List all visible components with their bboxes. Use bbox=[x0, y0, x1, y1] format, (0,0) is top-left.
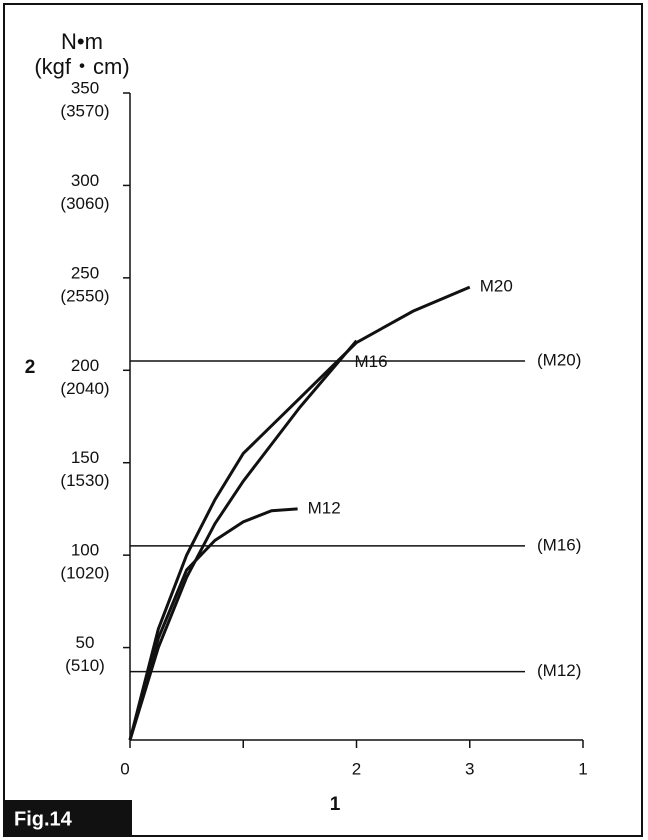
frame bbox=[3, 3, 643, 837]
y-tick-sublabel: (3060) bbox=[60, 194, 109, 213]
series-label: M12 bbox=[308, 498, 341, 517]
figure-label-box bbox=[4, 800, 132, 836]
y-marker: 2 bbox=[25, 357, 36, 378]
y-tick-sublabel: (2550) bbox=[60, 286, 109, 305]
curve bbox=[128, 339, 358, 741]
y-label-sub: (kgf・cm) bbox=[34, 54, 129, 79]
y-tick-label: 350 bbox=[71, 78, 99, 97]
curve bbox=[128, 285, 471, 741]
x-tick-label: 3 bbox=[465, 759, 474, 778]
y-tick-label: 300 bbox=[71, 171, 99, 190]
limit-label: (M16) bbox=[537, 535, 581, 554]
figure-label: Fig.14 bbox=[14, 808, 73, 830]
y-label: N•m bbox=[61, 29, 103, 54]
y-tick-sublabel: (510) bbox=[65, 656, 105, 675]
x-tick-label: 1 bbox=[578, 759, 587, 778]
y-tick-label: 150 bbox=[71, 448, 99, 467]
y-tick-label: 250 bbox=[71, 263, 99, 282]
y-tick-sublabel: (1020) bbox=[60, 564, 109, 583]
curve bbox=[128, 507, 298, 741]
x-label: 1 bbox=[330, 794, 341, 815]
series-label: M16 bbox=[355, 352, 388, 371]
y-tick-label: 200 bbox=[71, 356, 99, 375]
y-tick-sublabel: (2040) bbox=[60, 379, 109, 398]
y-tick-label: 50 bbox=[76, 633, 95, 652]
x-tick-label: 2 bbox=[352, 759, 361, 778]
x-tick-label: 0 bbox=[120, 759, 129, 778]
limit-label: (M20) bbox=[537, 351, 581, 370]
y-tick-sublabel: (1530) bbox=[60, 471, 109, 490]
series-label: M20 bbox=[480, 277, 513, 296]
y-tick-sublabel: (3570) bbox=[60, 101, 109, 120]
limit-label: (M12) bbox=[537, 661, 581, 680]
y-tick-label: 100 bbox=[71, 541, 99, 560]
